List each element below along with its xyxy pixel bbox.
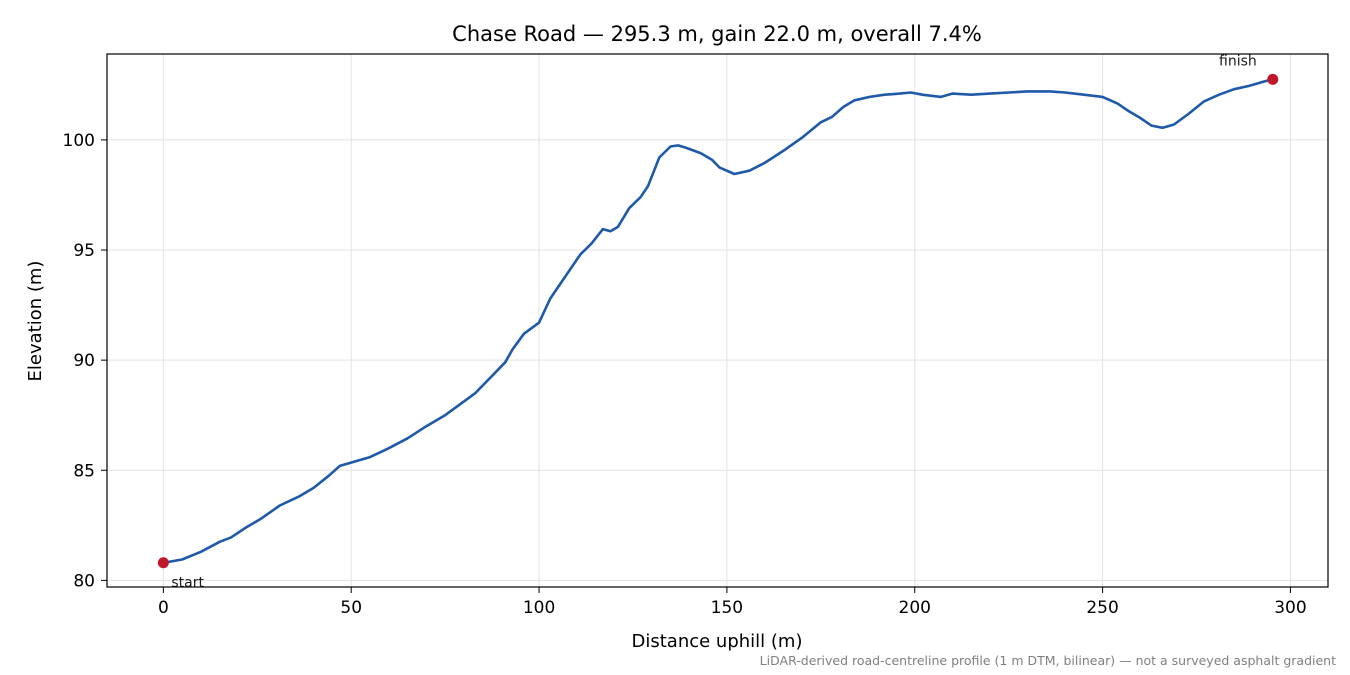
y-axis-label: Elevation (m) [25, 261, 46, 382]
axis-ticks: 0 50 100 150 200 250 300 80 85 90 95 100 [63, 131, 1307, 618]
footnote: LiDAR-derived road-centreline profile (1… [760, 653, 1336, 668]
x-tick-label: 250 [1086, 598, 1118, 618]
x-tick-label: 200 [899, 598, 931, 618]
elevation-line [162, 78, 1275, 565]
plot-frame [106, 53, 1329, 588]
start-marker [157, 557, 169, 569]
y-tick-label: 95 [73, 241, 95, 261]
finish-marker [1267, 73, 1279, 85]
x-axis-label: Distance uphill (m) [632, 631, 803, 652]
chart-title: Chase Road — 295.3 m, gain 22.0 m, overa… [452, 22, 982, 46]
grid [107, 54, 1328, 587]
y-tick-label: 90 [73, 351, 95, 371]
plot-area: start finish [157, 53, 1279, 591]
x-tick-label: 0 [158, 598, 169, 618]
y-tick-label: 85 [73, 461, 95, 481]
finish-label: finish [1219, 53, 1257, 69]
start-label: start [171, 575, 204, 591]
y-tick-label: 100 [63, 131, 95, 151]
x-tick-label: 300 [1274, 598, 1306, 618]
x-tick-label: 50 [340, 598, 362, 618]
x-tick-label: 150 [711, 598, 743, 618]
x-tick-label: 100 [523, 598, 555, 618]
y-tick-label: 80 [73, 571, 95, 591]
